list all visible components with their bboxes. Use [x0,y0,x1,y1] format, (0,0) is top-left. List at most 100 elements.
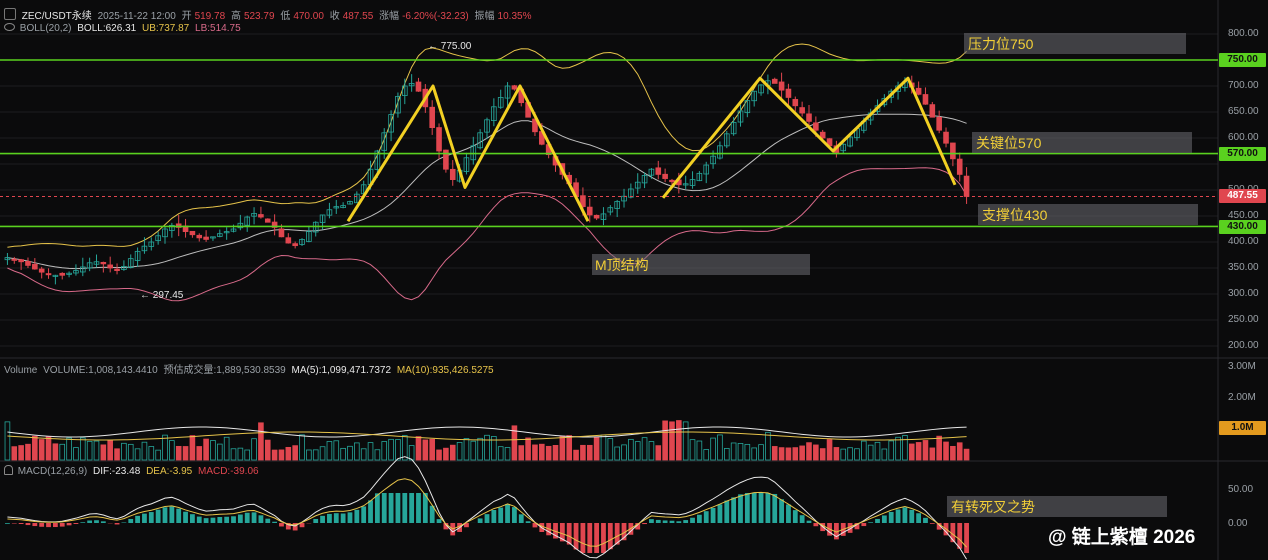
volume-bar [511,425,518,461]
candle-body [717,145,723,159]
candle-body [100,261,107,265]
macd-bar [409,493,415,523]
candle-body [169,224,175,231]
candle-body [401,85,408,96]
macd-bar [881,515,887,523]
macd-bar [566,523,572,545]
candle-body [32,263,38,270]
macd-bar [875,518,880,523]
m-top-label: M顶结构 [595,257,649,273]
candle-body [580,195,586,208]
candle-body [484,119,490,133]
candle-body [689,179,696,186]
candle-body [785,88,792,98]
volume-bar [326,441,333,461]
candle-body [641,175,648,184]
axis-400: 400.00 [1228,236,1259,247]
change-label: 涨幅 [379,11,400,22]
bell-icon[interactable] [4,465,13,475]
macd-bar [100,521,106,523]
macd-bar [512,507,517,523]
candle-body [943,131,949,144]
volume-bar [223,436,230,461]
volume-bar [443,447,449,461]
candle-body [682,183,689,186]
candle-body [374,150,381,170]
macd-bar [621,523,627,541]
volume-bar [956,442,963,461]
low-value: 470.00 [293,11,324,22]
amp-label: 振幅 [474,11,495,22]
macd-bar [66,523,72,526]
volume-bar [539,443,545,461]
macd-bar [854,523,860,530]
macd-bar [121,522,127,523]
volume-bar [292,445,298,461]
volume-ma10: MA(10):935,426.5275 [396,365,494,376]
volume-bar [367,442,374,461]
macd-bar [806,520,812,523]
macd-bar [272,521,278,523]
candle-body [306,231,312,242]
volume-bar [799,445,805,461]
macd-bar [46,523,51,528]
ohlc-header: ZEC/USDT永续 2025-11-22 12:00 开 519.78 高 523… [4,7,534,22]
macd-bar [429,505,435,523]
volume-bar [847,447,853,461]
macd-bar [649,519,654,523]
candle-body [655,167,662,175]
volume-bar [73,447,79,461]
volume-bar [155,449,161,461]
eye-icon[interactable] [4,23,15,31]
macd-bar [758,493,764,523]
m-top-pattern-left [346,84,590,222]
candle-body [497,97,504,108]
volume-bar [340,447,346,461]
candle-body [4,257,11,261]
candle-body [696,172,703,182]
axis-650: 650.00 [1228,106,1259,117]
macd-bar [642,523,647,525]
axis-macd-50: 50.00 [1228,484,1254,495]
macd-bar [744,493,750,523]
axis-250: 250.00 [1228,314,1259,325]
macd-bar [183,511,188,523]
candle-body [929,104,936,118]
candle-body [347,201,353,205]
volume-bar [833,447,840,461]
macd-bar [11,523,17,524]
volume-bar [319,446,326,461]
macd-bar [169,506,175,523]
macd-bar [354,509,360,523]
macd-bar [491,510,497,523]
candle-body [271,221,278,228]
macd-bar [669,520,675,523]
macd-bar [52,523,58,528]
volume-bar [867,444,874,461]
volume-bar [785,447,792,461]
volume-header: Volume VOLUME:1,008,143.4410 预估成交量:1,889… [4,361,497,376]
close-label: 收 [329,11,340,22]
volume-bar [66,437,72,461]
candle-body [730,122,737,135]
volume-bar [217,443,223,461]
volume-bar [59,443,66,461]
volume-bar [908,443,915,461]
macd-bar [237,514,243,523]
candle-body [189,230,196,236]
axis-700: 700.00 [1228,80,1259,91]
candle-body [792,99,799,107]
macd-bar [148,512,154,523]
chart-icon [4,8,16,20]
macd-bar [902,507,908,523]
candle-body [223,231,230,234]
candle-body [723,133,730,147]
macd-bar [114,523,120,525]
macd-bar [320,515,325,523]
volume-bar [484,434,490,461]
macd-bar [32,523,38,527]
volume-bar [86,440,93,461]
macd-bar [224,516,230,523]
